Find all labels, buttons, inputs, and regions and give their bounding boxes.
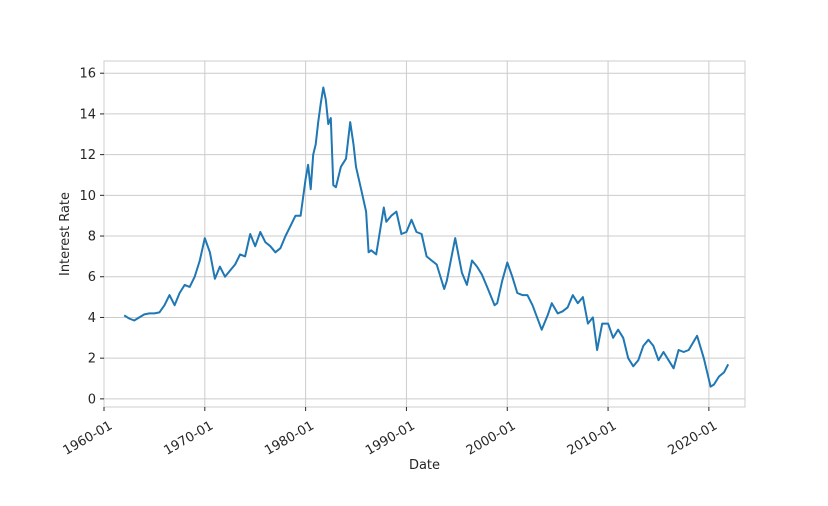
x-tick-label: 1990-01: [363, 418, 418, 458]
x-gridlines: [103, 61, 710, 407]
x-axis-label: Date: [409, 458, 440, 473]
y-tick-label: 12: [79, 148, 96, 163]
x-tick-label: 2000-01: [464, 418, 519, 458]
plot-frame: [103, 60, 746, 408]
x-tick-label: 2020-01: [666, 418, 721, 458]
x-tick-label: 1960-01: [61, 418, 116, 458]
y-tick-label: 8: [88, 230, 96, 245]
x-axis-ticks: 1960-01 1970-01 1980-01 1990-01 2000-01 2010-…: [61, 407, 720, 459]
x-tick-label: 1970-01: [161, 418, 216, 458]
x-tick-label: 2010-01: [565, 418, 620, 458]
y-axis-ticks: 0 2 4 6 8 10 12 14 16: [79, 67, 104, 407]
y-tick-label: 4: [88, 311, 96, 326]
y-tick-label: 6: [88, 270, 96, 285]
y-gridlines: [104, 72, 745, 400]
y-tick-label: 14: [79, 107, 96, 122]
y-tick-label: 16: [79, 67, 96, 82]
y-tick-label: 10: [79, 189, 96, 204]
y-axis-label: Interest Rate: [58, 192, 73, 276]
interest-rate-line: [123, 86, 730, 388]
y-tick-label: 0: [88, 392, 96, 407]
y-tick-label: 2: [88, 352, 96, 367]
x-tick-label: 1980-01: [262, 418, 317, 458]
